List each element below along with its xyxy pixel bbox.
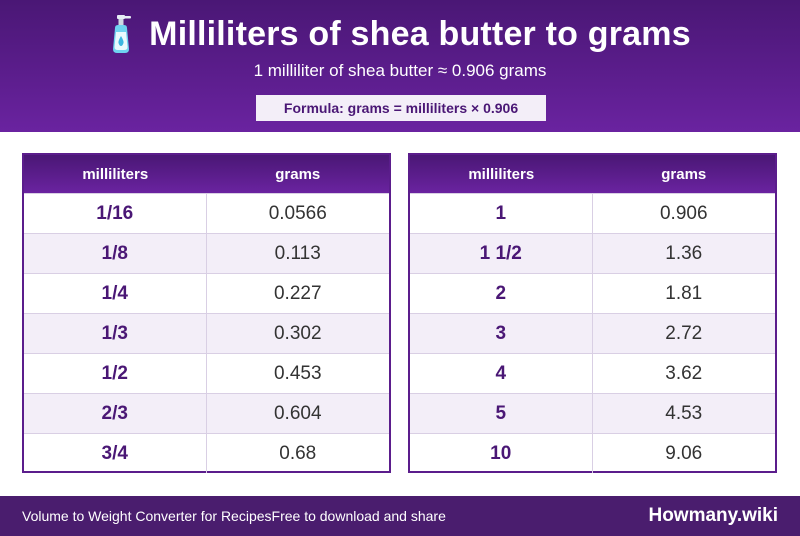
table-header: milliliters grams bbox=[410, 155, 775, 193]
table-row: 1/8 0.113 bbox=[24, 233, 389, 273]
milliliters-cell: 10 bbox=[410, 434, 593, 473]
grams-cell: 0.68 bbox=[279, 442, 317, 464]
grams-cell: 0.453 bbox=[273, 362, 322, 384]
milliliters-cell: 3/4 bbox=[24, 434, 207, 473]
grams-cell: 0.302 bbox=[273, 322, 322, 344]
grams-cell: 0.906 bbox=[659, 202, 708, 224]
column-header-milliliters: milliliters bbox=[82, 165, 149, 183]
grams-cell: 0.113 bbox=[274, 242, 321, 264]
grams-cell: 0.604 bbox=[273, 402, 322, 424]
footer-converter-text: Volume to Weight Converter for Recipes bbox=[22, 508, 272, 524]
milliliters-cell: 1/8 bbox=[24, 234, 207, 273]
title-row: Milliliters of shea butter to grams bbox=[0, 12, 800, 56]
table-row: 5 4.53 bbox=[410, 393, 775, 433]
table-row: 3 2.72 bbox=[410, 313, 775, 353]
footer-brand-link[interactable]: Howmany.wiki bbox=[648, 505, 778, 526]
footer-bar: Volume to Weight Converter for RecipesFr… bbox=[0, 496, 800, 536]
table-row: 1 0.906 bbox=[410, 193, 775, 233]
formula-box: Formula: grams = milliliters × 0.906 bbox=[256, 95, 546, 121]
table-row: 10 9.06 bbox=[410, 433, 775, 473]
milliliters-cell: 1 1/2 bbox=[410, 234, 593, 273]
grams-cell: 4.53 bbox=[665, 402, 703, 424]
milliliters-cell: 1 bbox=[410, 194, 593, 233]
table-row: 1/16 0.0566 bbox=[24, 193, 389, 233]
table-row: 1/4 0.227 bbox=[24, 273, 389, 313]
milliliters-cell: 1/2 bbox=[24, 354, 207, 393]
footer-share-text: Free to download and share bbox=[271, 508, 446, 524]
milliliters-cell: 1/4 bbox=[24, 274, 207, 313]
conversion-table-left: milliliters grams 1/16 0.0566 1/8 0.113 … bbox=[22, 153, 391, 473]
conversion-table-right: milliliters grams 1 0.906 1 1/2 1.36 2 1… bbox=[408, 153, 777, 473]
grams-cell: 0.227 bbox=[273, 282, 322, 304]
milliliters-cell: 3 bbox=[410, 314, 593, 353]
grams-cell: 9.06 bbox=[665, 442, 703, 464]
table-row: 4 3.62 bbox=[410, 353, 775, 393]
table-row: 3/4 0.68 bbox=[24, 433, 389, 473]
page-title: Milliliters of shea butter to grams bbox=[149, 14, 691, 53]
grams-cell: 2.72 bbox=[665, 322, 703, 344]
grams-cell: 0.0566 bbox=[268, 202, 327, 224]
header-banner: Milliliters of shea butter to grams 1 mi… bbox=[0, 0, 800, 132]
column-header-grams: grams bbox=[661, 165, 707, 183]
milliliters-cell: 4 bbox=[410, 354, 593, 393]
milliliters-cell: 5 bbox=[410, 394, 593, 433]
table-header: milliliters grams bbox=[24, 155, 389, 193]
grams-cell: 1.36 bbox=[665, 242, 703, 264]
grams-cell: 1.81 bbox=[665, 282, 703, 304]
milliliters-cell: 2 bbox=[410, 274, 593, 313]
table-row: 1 1/2 1.36 bbox=[410, 233, 775, 273]
table-row: 2/3 0.604 bbox=[24, 393, 389, 433]
table-row: 2 1.81 bbox=[410, 273, 775, 313]
milliliters-cell: 2/3 bbox=[24, 394, 207, 433]
table-row: 1/3 0.302 bbox=[24, 313, 389, 353]
milliliters-cell: 1/16 bbox=[24, 194, 207, 233]
table-row: 1/2 0.453 bbox=[24, 353, 389, 393]
column-header-milliliters: milliliters bbox=[468, 165, 535, 183]
grams-cell: 3.62 bbox=[665, 362, 703, 384]
conversion-subtitle: 1 milliliter of shea butter ≈ 0.906 gram… bbox=[253, 61, 547, 80]
milliliters-cell: 1/3 bbox=[24, 314, 207, 353]
column-header-grams: grams bbox=[275, 165, 321, 183]
footer-caption: Volume to Weight Converter for RecipesFr… bbox=[22, 508, 446, 524]
lotion-bottle-icon bbox=[113, 15, 132, 53]
